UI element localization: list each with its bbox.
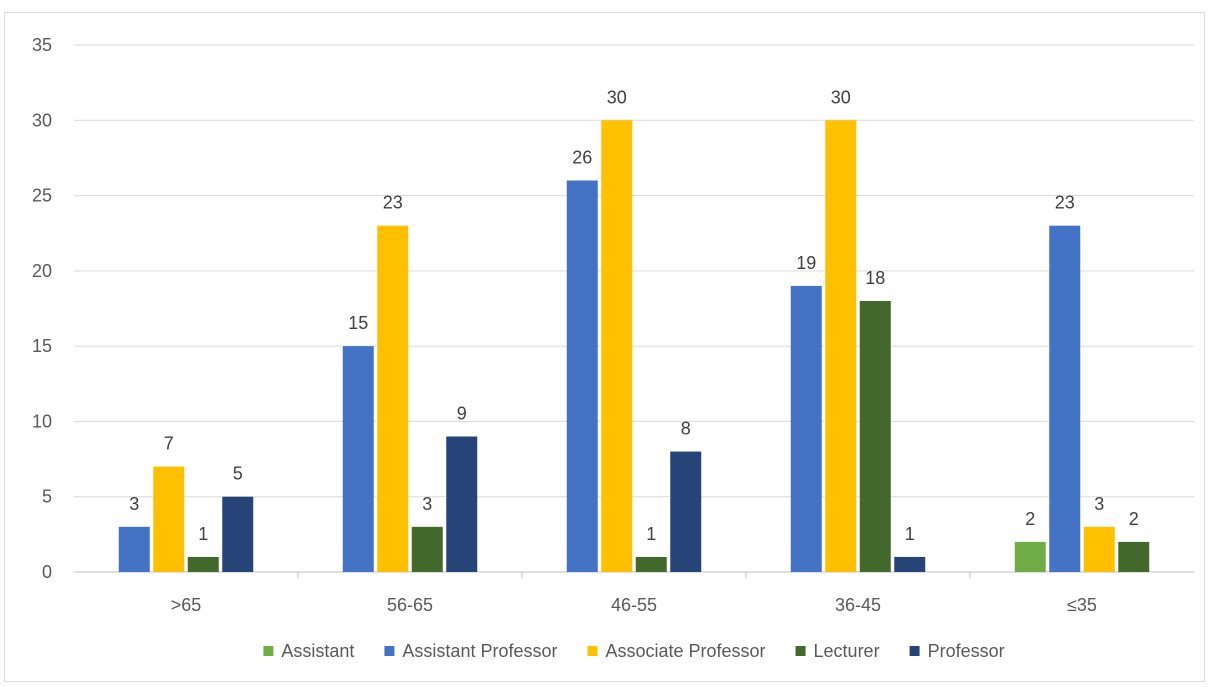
x-tick-label: ≤35 <box>1067 595 1097 615</box>
data-label: 19 <box>796 253 816 273</box>
data-label: 8 <box>681 419 691 439</box>
legend-swatch <box>384 646 395 656</box>
bar-associate-professor <box>377 225 409 572</box>
data-label: 9 <box>457 403 467 423</box>
legend-label: Professor <box>928 641 1005 661</box>
bar-professor <box>894 556 926 572</box>
bar-assistant-professor <box>790 285 822 572</box>
legend-label: Assistant <box>281 641 354 661</box>
x-tick-label: >65 <box>171 595 202 615</box>
data-label: 23 <box>1055 193 1075 213</box>
data-label: 3 <box>1094 494 1104 514</box>
data-label: 2 <box>1129 509 1139 529</box>
x-tick-label: 46-55 <box>611 595 657 615</box>
y-tick-label: 25 <box>32 186 52 206</box>
bar-lecturer <box>859 300 891 572</box>
data-label: 5 <box>233 464 243 484</box>
bar-assistant <box>1014 541 1046 572</box>
bar-associate-professor <box>1083 526 1115 572</box>
data-label: 3 <box>129 494 139 514</box>
legend-label: Associate Professor <box>605 641 765 661</box>
legend-item-lecturer[interactable]: Lecturer <box>795 641 880 661</box>
legend-swatch <box>587 646 598 656</box>
legend-item-associate-professor[interactable]: Associate Professor <box>587 641 766 661</box>
x-tick-label: 56-65 <box>387 595 433 615</box>
data-label: 7 <box>164 434 174 454</box>
data-label: 15 <box>348 313 368 333</box>
legend-label: Lecturer <box>814 641 880 661</box>
bar-assistant-professor <box>566 180 598 572</box>
data-label: 3 <box>422 494 432 514</box>
bar-lecturer <box>411 526 443 572</box>
bar-associate-professor <box>153 466 185 572</box>
bar-professor <box>670 451 702 572</box>
bar-lecturer <box>635 556 667 572</box>
x-axis-ticks: >65 56-65 46-55 36-45 ≤35 <box>171 595 1097 615</box>
bar-lecturer <box>187 556 219 572</box>
bar-assistant-professor <box>1049 225 1081 572</box>
bar-assistant-professor <box>342 346 374 572</box>
y-tick-label: 10 <box>32 411 52 431</box>
y-tick-label: 35 <box>32 35 52 55</box>
gridlines <box>74 44 1194 578</box>
data-label: 2 <box>1025 509 1035 529</box>
bar-professor <box>222 496 254 572</box>
y-tick-label: 30 <box>32 110 52 130</box>
legend-swatch <box>909 646 920 656</box>
data-label: 1 <box>198 524 208 544</box>
y-axis-ticks: 0 5 10 15 20 25 30 35 <box>32 35 52 582</box>
legend-label: Assistant Professor <box>402 641 557 661</box>
y-tick-label: 5 <box>42 487 52 507</box>
legend-swatch <box>263 646 274 656</box>
bar-associate-professor <box>825 120 857 573</box>
legend-swatch <box>795 646 806 656</box>
bar-professor <box>446 436 478 572</box>
data-label: 18 <box>865 268 885 288</box>
x-tick-label: 36-45 <box>835 595 881 615</box>
y-tick-label: 15 <box>32 336 52 356</box>
data-label: 23 <box>383 193 403 213</box>
data-label: 30 <box>607 87 627 107</box>
legend-item-professor[interactable]: Professor <box>909 641 1005 661</box>
legend[interactable]: Assistant Assistant Professor Associate Pr… <box>263 641 1005 661</box>
data-label: 1 <box>646 524 656 544</box>
y-tick-label: 20 <box>32 261 52 281</box>
legend-item-assistant-professor[interactable]: Assistant Professor <box>384 641 557 661</box>
data-label: 26 <box>572 148 592 168</box>
bar-assistant-professor <box>118 526 150 572</box>
data-label: 1 <box>905 524 915 544</box>
bar-associate-professor <box>601 120 633 573</box>
data-label: 30 <box>831 87 851 107</box>
bars <box>118 120 1150 573</box>
y-tick-label: 0 <box>42 562 52 582</box>
legend-item-assistant[interactable]: Assistant <box>263 641 354 661</box>
bar-lecturer <box>1118 541 1150 572</box>
